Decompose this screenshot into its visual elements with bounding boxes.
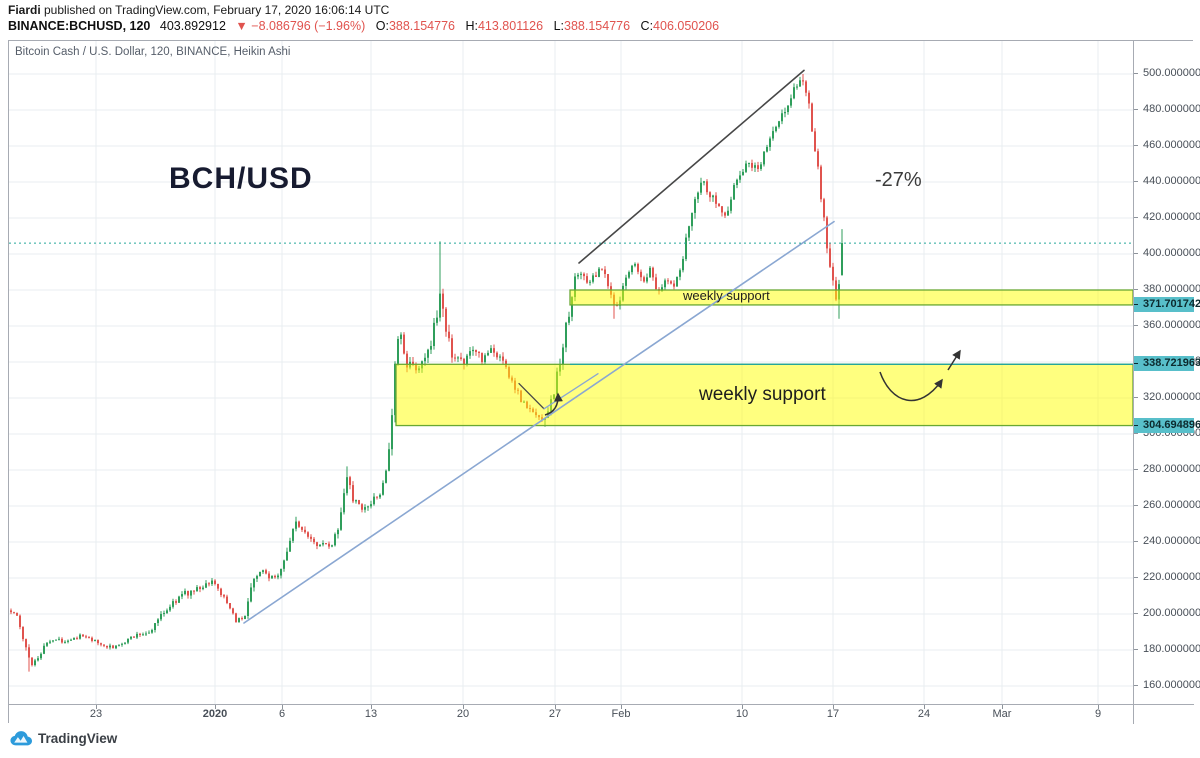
price-tick-label: 240.000000 <box>1134 535 1200 549</box>
last-price: 403.892912 <box>159 19 226 33</box>
publish-header: Fiardi published on TradingView.com, Feb… <box>8 3 389 17</box>
time-tick-label: 23 <box>89 708 103 720</box>
axis-corner <box>1133 704 1194 724</box>
chart-widget: Bitcoin Cash / U.S. Dollar, 120, BINANCE… <box>8 40 1200 724</box>
time-tick-mark <box>924 705 925 709</box>
tradingview-logo-icon[interactable] <box>10 731 32 746</box>
time-tick-mark <box>555 705 556 709</box>
time-tick-mark <box>833 705 834 709</box>
wedge-right-line[interactable] <box>543 373 599 410</box>
price-tick-label: 320.000000 <box>1134 391 1200 405</box>
chart-canvas[interactable] <box>9 41 1133 704</box>
level-price-label: 371.701742 <box>1134 296 1200 312</box>
level-price-label: 338.721963 <box>1134 356 1200 372</box>
time-tick-mark <box>282 705 283 709</box>
price-tick-label: 200.000000 <box>1134 607 1200 621</box>
price-tick-label: 160.000000 <box>1134 679 1200 693</box>
price-tick-label: 440.000000 <box>1134 175 1200 189</box>
symbol-status-bar: BINANCE:BCHUSD, 120 403.892912 ▼ −8.0867… <box>8 19 719 33</box>
time-tick-mark <box>1098 705 1099 709</box>
lower-weekly-support-zone[interactable] <box>395 363 1133 427</box>
price-tick-label: 480.000000 <box>1134 103 1200 117</box>
price-tick-label: 280.000000 <box>1134 463 1200 477</box>
wedge-left-line[interactable] <box>518 382 545 410</box>
time-tick-label: 9 <box>1094 708 1102 720</box>
price-change: −8.086796 (−1.96%) <box>251 19 366 33</box>
time-tick-label: 24 <box>917 708 931 720</box>
author-name: Fiardi <box>8 3 41 17</box>
price-tick-label: 360.000000 <box>1134 319 1200 333</box>
price-tick-label: 260.000000 <box>1134 499 1200 513</box>
time-tick-mark <box>621 705 622 709</box>
pair-watermark-label: BCH/USD <box>169 162 313 195</box>
price-axis[interactable]: 160.000000 180.000000 200.000000 220.000000… <box>1133 41 1200 704</box>
high-value: 413.801126 <box>477 19 544 33</box>
time-tick-mark <box>742 705 743 709</box>
time-tick-mark <box>215 705 216 709</box>
low-label: L: <box>553 19 565 33</box>
time-tick-mark <box>371 705 372 709</box>
peak-resistance-trendline[interactable] <box>578 69 805 264</box>
time-tick-label: Feb <box>611 708 631 720</box>
upper-zone-label: weekly support <box>683 288 770 303</box>
annotation-arrows <box>544 349 961 416</box>
time-axis[interactable]: 23 2020 6 13 20 27 Feb 10 17 24 Mar 9 <box>9 704 1133 724</box>
time-tick-label: 17 <box>826 708 840 720</box>
down-triangle-icon: ▼ <box>235 19 248 33</box>
low-value: 388.154776 <box>564 19 631 33</box>
rising-support-trendline[interactable] <box>243 220 835 624</box>
drop-percent-label: -27% <box>875 169 922 191</box>
time-tick-label: 20 <box>456 708 470 720</box>
close-value: 406.050206 <box>653 19 720 33</box>
close-label: C: <box>640 19 654 33</box>
high-label: H: <box>465 19 478 33</box>
time-tick-label: 10 <box>735 708 749 720</box>
published-text: published on TradingView.com, February 1… <box>40 3 390 17</box>
lower-zone-label: weekly support <box>699 384 826 405</box>
price-tick-label: 180.000000 <box>1134 643 1200 657</box>
time-tick-label: Mar <box>992 708 1012 720</box>
level-price-label: 304.694896 <box>1134 417 1200 433</box>
price-chart-plot[interactable]: Bitcoin Cash / U.S. Dollar, 120, BINANCE… <box>9 41 1133 704</box>
symbol-title: BINANCE:BCHUSD, 120 <box>8 19 151 33</box>
price-tick-label: 400.000000 <box>1134 247 1200 261</box>
time-tick-mark <box>463 705 464 709</box>
wedge-breakout-arrow[interactable] <box>544 392 563 416</box>
price-tick-label: 420.000000 <box>1134 211 1200 225</box>
tradingview-footer: TradingView <box>10 731 117 746</box>
time-tick-label: 13 <box>364 708 378 720</box>
time-tick-label: 2020 <box>202 708 228 720</box>
time-tick-label: 27 <box>548 708 562 720</box>
chart-legend-title[interactable]: Bitcoin Cash / U.S. Dollar, 120, BINANCE… <box>15 46 291 58</box>
price-tick-label: 460.000000 <box>1134 139 1200 153</box>
time-tick-label: 6 <box>278 708 286 720</box>
time-tick-mark <box>1002 705 1003 709</box>
price-tick-label: 380.000000 <box>1134 283 1200 297</box>
open-label: O: <box>375 19 389 33</box>
open-value: 388.154776 <box>388 19 455 33</box>
bounce-swoosh-arrow[interactable] <box>879 371 943 402</box>
price-tick-label: 500.000000 <box>1134 67 1200 81</box>
price-tick-label: 220.000000 <box>1134 571 1200 585</box>
time-tick-mark <box>96 705 97 709</box>
projection-arrow[interactable] <box>947 349 961 371</box>
tradingview-logo-text[interactable]: TradingView <box>38 731 118 746</box>
upper-weekly-support-zone[interactable] <box>569 289 1133 306</box>
